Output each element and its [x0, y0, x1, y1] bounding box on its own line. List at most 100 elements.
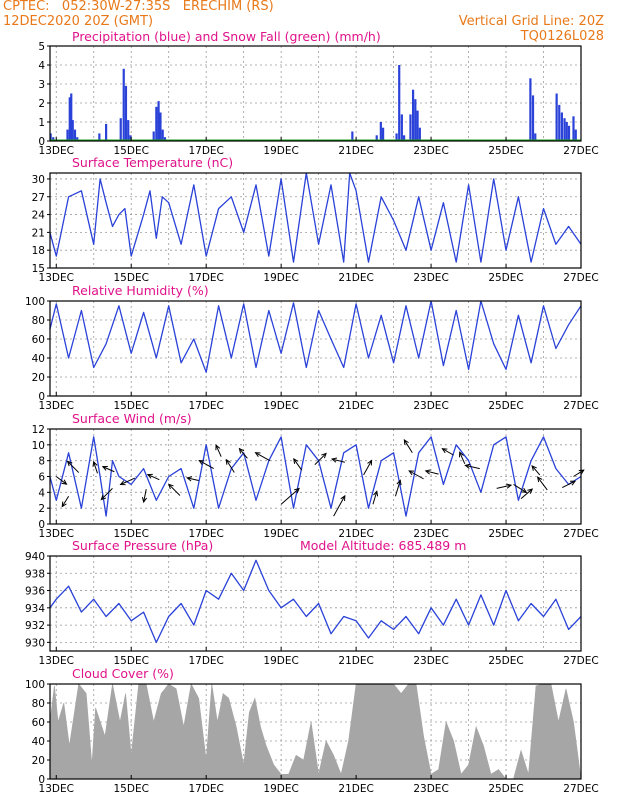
- panel-frame: [49, 555, 582, 652]
- wind-arrow: [408, 470, 424, 480]
- precip-bar: [529, 78, 532, 141]
- wind-arrow: [238, 447, 248, 459]
- wind-arrow-shaft: [333, 495, 346, 517]
- x-tick-label: 15DEC: [114, 400, 149, 412]
- wind-arrow: [101, 465, 115, 473]
- wind-arrow-head: [367, 459, 373, 466]
- wind-arrow-shaft: [120, 477, 136, 485]
- precip-bar: [73, 129, 77, 141]
- wind-arrow-shaft: [459, 452, 466, 465]
- y-tick-label: 936: [25, 586, 45, 598]
- y-tick-label: 934: [25, 603, 45, 615]
- wind-arrow: [254, 452, 271, 462]
- y-tick-label: 938: [25, 568, 45, 580]
- wind-arrow-head: [100, 494, 107, 501]
- x-tick-label: 17DEC: [188, 272, 223, 284]
- wind-arrow-shaft: [562, 480, 576, 489]
- y-tick-label: 30: [32, 174, 45, 186]
- wind-arrow-shaft: [143, 489, 147, 503]
- x-tick-label: 17DEC: [188, 400, 223, 412]
- panel-frame: [49, 172, 582, 269]
- x-tick-label: 25DEC: [488, 783, 523, 795]
- cloud-area: [49, 683, 582, 780]
- wind-arrow-head: [403, 438, 409, 445]
- precip-bar: [98, 133, 101, 141]
- series-line: [49, 172, 582, 263]
- x-tick-label: 25DEC: [488, 272, 523, 284]
- wind-arrow-head: [321, 452, 327, 459]
- panel-1: 0 1 2 3 4 5 13DEC 15DEC 17DEC 19DEC 21DEC 23DEC 25DE…: [38, 29, 598, 157]
- wind-arrow-shaft: [239, 448, 248, 459]
- precip-bar: [119, 118, 122, 141]
- y-tick-label: 20: [32, 372, 45, 384]
- wind-arrow-shaft: [537, 476, 548, 491]
- wind-arrow: [141, 489, 148, 504]
- wind-arrow: [55, 476, 68, 485]
- panel-frame: [49, 300, 582, 397]
- y-tick-label: 24: [32, 210, 46, 222]
- precip-bar: [159, 112, 162, 141]
- wind-arrow-head: [167, 483, 174, 490]
- precip-bar: [68, 97, 71, 141]
- x-tick-label: 13DEC: [39, 400, 74, 412]
- wind-arrow: [536, 476, 548, 491]
- y-tick-label: 100: [25, 296, 45, 308]
- x-tick-label: 13DEC: [39, 145, 74, 157]
- x-tick-label: 15DEC: [114, 783, 149, 795]
- wind-arrow: [459, 451, 466, 465]
- wind-arrow: [186, 476, 199, 482]
- y-tick-label: 0: [38, 391, 45, 403]
- wind-arrow-shaft: [520, 488, 533, 500]
- precip-bar: [400, 114, 403, 141]
- x-tick-label: 27DEC: [563, 655, 598, 667]
- precip-bar: [163, 137, 167, 141]
- wind-arrow-head: [340, 494, 346, 501]
- x-tick-label: 15DEC: [114, 145, 149, 157]
- wind-arrow-shaft: [403, 439, 413, 454]
- x-tick-label: 25DEC: [488, 528, 523, 540]
- x-tick-label: 21DEC: [338, 655, 373, 667]
- x-tick-label: 25DEC: [488, 400, 523, 412]
- wind-arrow-shaft: [442, 448, 454, 456]
- y-tick-label: 5: [38, 41, 45, 53]
- wind-arrow-shaft: [531, 465, 541, 476]
- wind-arrow: [394, 479, 402, 497]
- wind-arrow-shaft: [199, 460, 214, 470]
- x-tick-label: 23DEC: [413, 272, 448, 284]
- x-tick-label: 17DEC: [188, 145, 223, 157]
- model-code: TQ0126L028: [520, 29, 604, 44]
- wind-arrow-head: [92, 460, 98, 467]
- wind-arrow-head: [186, 476, 193, 482]
- x-tick-label: 13DEC: [39, 783, 74, 795]
- precip-bar: [402, 135, 406, 141]
- wind-arrow-head: [464, 463, 471, 469]
- x-tick-label: 27DEC: [563, 528, 598, 540]
- wind-arrow-shaft: [465, 464, 480, 470]
- x-tick-label: 21DEC: [338, 272, 373, 284]
- wind-arrow: [496, 483, 513, 489]
- wind-arrow-head: [330, 457, 338, 463]
- wind-arrow-shaft: [372, 491, 378, 505]
- wind-arrow: [92, 460, 98, 474]
- y-tick-label: 930: [25, 637, 45, 649]
- y-tick-label: 60: [32, 334, 45, 346]
- wind-arrow-head: [527, 488, 534, 494]
- wind-arrow-shaft: [280, 488, 300, 505]
- precip-bar: [572, 116, 575, 141]
- precip-bar: [157, 101, 160, 141]
- wind-arrow-head: [424, 469, 431, 475]
- wind-arrow: [562, 480, 577, 489]
- series-line: [49, 559, 582, 644]
- wind-arrow-head: [119, 480, 126, 486]
- y-tick-label: 0: [38, 519, 45, 531]
- wind-arrow-head: [441, 448, 448, 454]
- x-tick-label: 27DEC: [563, 145, 598, 157]
- y-tick-label: 932: [25, 620, 45, 632]
- y-tick-label: 21: [32, 227, 45, 239]
- x-tick-label: 21DEC: [338, 783, 373, 795]
- y-tick-label: 80: [32, 698, 45, 710]
- wind-arrow-head: [506, 483, 513, 489]
- wind-arrow: [424, 469, 439, 475]
- wind-arrow-shaft: [100, 488, 113, 500]
